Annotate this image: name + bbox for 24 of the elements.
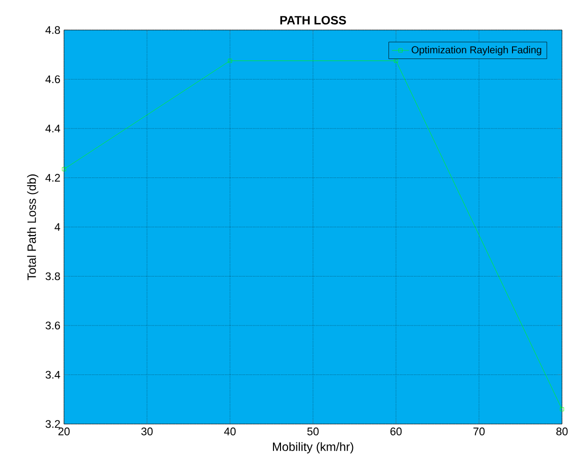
y-tick-label: 3.4 [46,370,60,379]
point [394,58,398,63]
x-tick-label: 60 [390,428,402,436]
y-tick-label: 4.4 [45,124,60,132]
point [62,167,66,172]
y-tick-label: 4.6 [45,75,60,84]
y-tick-label: 3.2 [46,420,60,428]
x-axis-title: Mobility (km/hr) [272,442,354,454]
chart-title: PATH LOSS [280,16,346,24]
x-tick-label: 50 [307,428,319,436]
legend-label: Optimization Rayleigh Fading [412,46,542,56]
point [560,407,564,412]
y-tick-label: 4.8 [45,26,60,34]
x-tick-label: 80 [556,428,568,436]
y-tick-label: 4.2 [45,174,60,182]
y-axis-title: Total Path Loss (db) [27,174,38,280]
point [228,58,232,63]
x-tick-label: 20 [58,428,70,436]
y-tick-label: 3.6 [46,322,60,330]
y-tick-label: 4 [54,223,60,231]
x-tick-label: 30 [141,428,153,436]
x-tick-label: 70 [473,428,485,436]
y-tick-label: 3.8 [46,272,60,280]
x-tick-label: 40 [224,428,236,436]
